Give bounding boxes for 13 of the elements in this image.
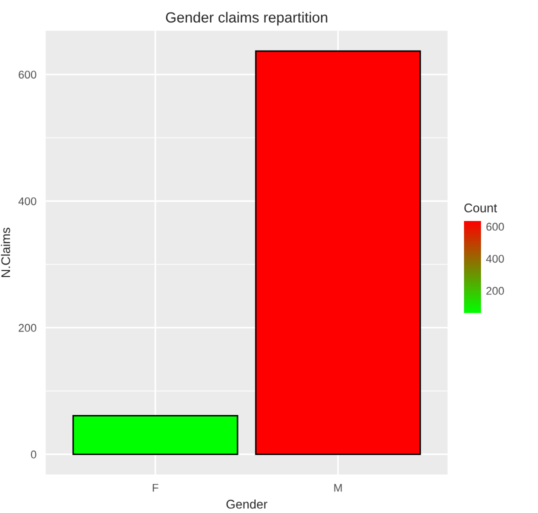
x-tick-label: F	[152, 484, 158, 492]
color-bar-title: Count	[464, 204, 498, 212]
x-axis-title: Gender	[226, 499, 268, 509]
y-tick-label: 200	[18, 324, 36, 332]
color-bar-label: 200	[486, 286, 504, 295]
color-bar-label: 600	[486, 222, 504, 231]
y-tick-label: 0	[30, 450, 36, 458]
chart-title: Gender claims repartition	[166, 12, 328, 26]
color-bar-label: 400	[486, 254, 504, 263]
y-tick-label: 600	[18, 70, 36, 79]
y-tick-label: 400	[18, 197, 36, 206]
x-tick-label: M	[334, 484, 342, 492]
y-axis-title: N.Claims	[0, 228, 10, 277]
